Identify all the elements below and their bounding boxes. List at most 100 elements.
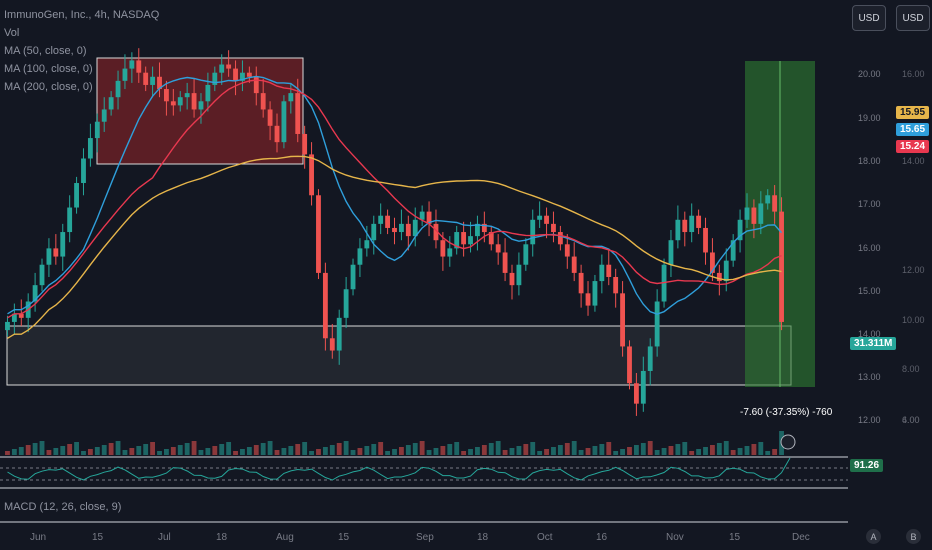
auto-scale-button[interactable]: A (866, 529, 881, 544)
support-zone (7, 326, 791, 385)
volume-bar (233, 451, 238, 455)
candle-body (164, 89, 169, 101)
volume-bar (662, 448, 667, 455)
candle-body (724, 261, 729, 281)
volume-bar (288, 446, 293, 455)
volume-bar (60, 446, 65, 455)
candle-body (288, 93, 293, 101)
ma100-legend[interactable]: MA (100, close, 0) (4, 63, 93, 75)
ma50-legend[interactable]: MA (50, close, 0) (4, 45, 87, 57)
volume-bar (205, 448, 210, 455)
candle-body (765, 195, 770, 203)
volume-bar (510, 448, 515, 455)
ma200-legend[interactable]: MA (200, close, 0) (4, 81, 93, 93)
candle-body (593, 281, 598, 306)
volume-bar (123, 450, 128, 455)
candle-body (261, 93, 266, 109)
volume-bar (745, 446, 750, 455)
volume-bar (620, 449, 625, 455)
volume-bar (247, 447, 252, 455)
volume-bar (178, 445, 183, 455)
volume-bar (330, 445, 335, 455)
candle-body (302, 134, 307, 154)
volume-bar (772, 449, 777, 455)
volume-bar (81, 451, 86, 455)
candle-body (40, 265, 45, 285)
currency-button-2[interactable]: USD (896, 5, 930, 31)
volume-bar (689, 451, 694, 455)
x-axis-tick-label: Nov (666, 532, 684, 543)
volume-bar (268, 441, 273, 455)
currency-button-1[interactable]: USD (852, 5, 886, 31)
y-axis-tick-label-secondary: 12.00 (902, 265, 925, 275)
volume-bar (337, 443, 342, 455)
volume-bar (295, 444, 300, 455)
candle-body (53, 248, 58, 256)
volume-bar (351, 450, 356, 455)
volume-bar (558, 445, 563, 455)
volume-bar (157, 451, 162, 455)
candle-body (717, 273, 722, 281)
candle-body (530, 220, 535, 245)
symbol-title: ImmunoGen, Inc., 4h, NASDAQ (4, 9, 159, 21)
candle-body (558, 232, 563, 244)
volume-bar (171, 447, 176, 455)
candle-body (440, 240, 445, 256)
candle-body (634, 383, 639, 403)
candle-body (129, 60, 134, 68)
volume-bar (281, 448, 286, 455)
volume-bar (696, 449, 701, 455)
volume-bar (461, 451, 466, 455)
ma50-price-label: 15.24 (896, 140, 929, 153)
y-axis-tick-label-secondary: 8.00 (902, 364, 920, 374)
candle-body (143, 73, 148, 85)
volume-bar (724, 441, 729, 455)
candle-body (95, 122, 100, 138)
y-axis-tick-label: 20.00 (858, 69, 881, 79)
volume-bar (530, 442, 535, 455)
y-axis-tick-label: 17.00 (858, 199, 881, 209)
candle-body (47, 248, 52, 264)
volume-bar (129, 448, 134, 455)
volume-bar (192, 441, 197, 455)
volume-bar (765, 451, 770, 455)
volume-bar (613, 451, 618, 455)
candle-body (67, 208, 72, 233)
volume-bar (219, 444, 224, 455)
y-axis-tick-label-secondary: 16.00 (902, 69, 925, 79)
candle-body (675, 220, 680, 240)
macd-legend[interactable]: MACD (12, 26, close, 9) (4, 501, 121, 513)
volume-bar (385, 451, 390, 455)
volume-bar (344, 441, 349, 455)
x-axis-tick-label: 15 (338, 532, 350, 543)
y-axis-tick-label: 16.00 (858, 243, 881, 253)
candle-body (74, 183, 79, 208)
candle-body (523, 244, 528, 264)
volume-bar (475, 447, 480, 455)
volume-bar (627, 447, 632, 455)
volume-bar (682, 442, 687, 455)
candle-body (496, 244, 501, 252)
volume-bar (316, 449, 321, 455)
volume-bar (599, 444, 604, 455)
volume-bar (323, 447, 328, 455)
candle-body (689, 216, 694, 232)
volume-bar (440, 446, 445, 455)
x-axis-tick-label: Aug (276, 532, 294, 543)
volume-bar (675, 444, 680, 455)
candle-body (565, 244, 570, 256)
candle-body (233, 69, 238, 81)
candle-body (219, 65, 224, 73)
candle-body (399, 224, 404, 232)
candle-body (586, 293, 591, 305)
log-scale-button[interactable]: B (906, 529, 921, 544)
volume-bar (5, 451, 10, 455)
volume-bar (116, 441, 121, 455)
candle-body (199, 101, 204, 109)
volume-bar (47, 450, 52, 455)
x-axis-tick-label: 18 (477, 532, 489, 543)
candle-body (102, 109, 107, 121)
volume-legend: Vol (4, 27, 19, 39)
candle-body (551, 224, 556, 232)
